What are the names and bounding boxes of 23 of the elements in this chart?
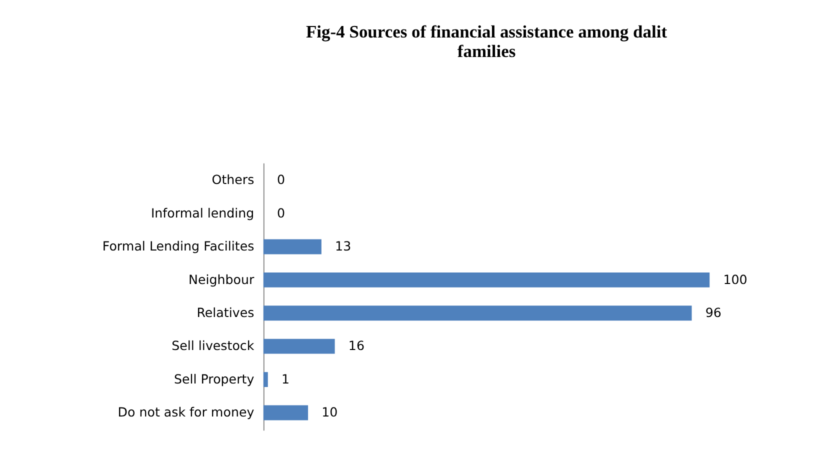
data-label: 100	[723, 272, 748, 287]
y-tick-label: Sell Property	[174, 371, 255, 386]
data-label: 1	[282, 371, 290, 386]
data-label: 10	[322, 404, 338, 420]
bar	[263, 405, 308, 420]
bar	[263, 338, 335, 354]
data-label: 0	[277, 205, 286, 220]
data-label: 16	[348, 338, 365, 354]
data-label: 0	[277, 172, 286, 188]
bar	[263, 272, 710, 288]
y-tick-label: Neighbour	[188, 272, 255, 287]
y-tick-label: Informal lending	[150, 205, 254, 220]
y-tick-label: Formal Lending Facilites	[102, 238, 254, 254]
y-tick-label: Do not ask for money	[118, 404, 255, 420]
y-tick-label: Others	[212, 172, 254, 188]
data-label: 96	[705, 305, 722, 320]
y-tick-label: Sell livestock	[172, 338, 255, 354]
bar	[263, 239, 322, 254]
chart-title: Fig-4 Sources of financial assistance among dalit families	[306, 21, 668, 61]
bar	[263, 372, 268, 388]
y-tick-label: Relatives	[196, 305, 254, 320]
bar	[263, 306, 692, 321]
data-label: 13	[335, 238, 352, 254]
